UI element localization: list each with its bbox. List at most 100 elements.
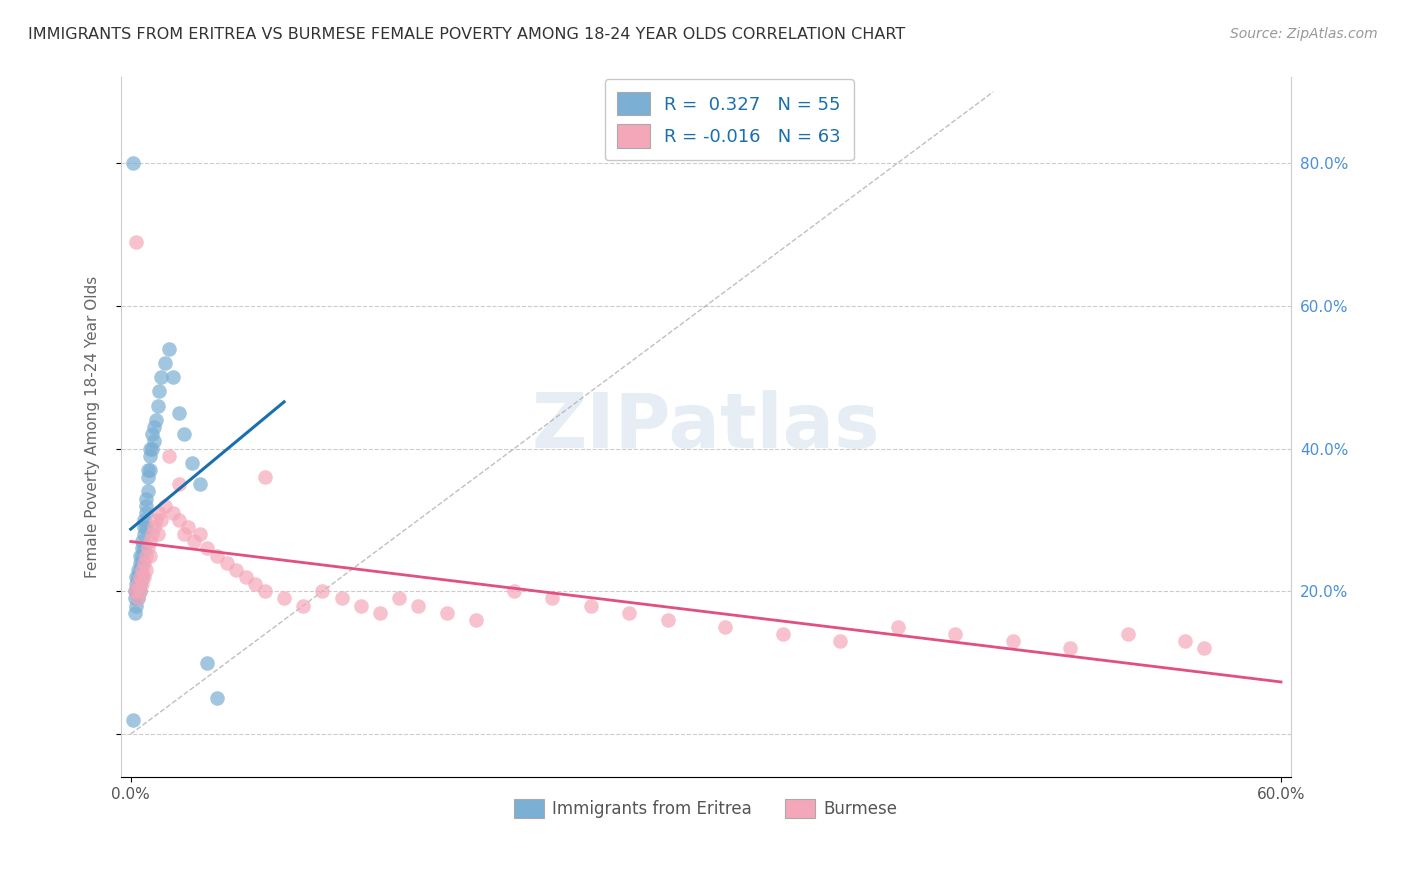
Point <box>124 584 146 599</box>
Point <box>134 556 156 570</box>
Point <box>135 563 157 577</box>
Point <box>125 570 148 584</box>
Point <box>1116 627 1139 641</box>
Point <box>135 549 157 563</box>
Legend: Immigrants from Eritrea, Burmese: Immigrants from Eritrea, Burmese <box>508 792 904 824</box>
Point <box>134 513 156 527</box>
Point <box>136 463 159 477</box>
Point <box>127 591 149 606</box>
Point <box>131 563 153 577</box>
Point <box>167 513 190 527</box>
Point <box>772 627 794 641</box>
Point <box>225 563 247 577</box>
Point <box>181 456 204 470</box>
Point <box>141 427 163 442</box>
Point <box>135 491 157 506</box>
Point <box>197 656 219 670</box>
Point <box>177 520 200 534</box>
Point <box>273 591 295 606</box>
Point <box>388 591 411 606</box>
Point <box>135 506 157 520</box>
Point <box>121 156 143 170</box>
Point <box>245 577 267 591</box>
Point <box>617 606 640 620</box>
Y-axis label: Female Poverty Among 18-24 Year Olds: Female Poverty Among 18-24 Year Olds <box>86 276 100 578</box>
Point <box>541 591 564 606</box>
Point <box>131 577 153 591</box>
Point <box>408 599 430 613</box>
Point <box>330 591 353 606</box>
Point <box>134 570 156 584</box>
Point <box>148 506 170 520</box>
Point <box>139 442 162 456</box>
Point <box>1174 634 1197 648</box>
Point <box>134 520 156 534</box>
Point <box>121 713 143 727</box>
Point <box>155 499 177 513</box>
Point <box>148 384 170 399</box>
Point <box>125 599 148 613</box>
Point <box>129 549 152 563</box>
Point <box>124 584 146 599</box>
Text: IMMIGRANTS FROM ERITREA VS BURMESE FEMALE POVERTY AMONG 18-24 YEAR OLDS CORRELAT: IMMIGRANTS FROM ERITREA VS BURMESE FEMAL… <box>28 27 905 42</box>
Point <box>139 534 162 549</box>
Point <box>464 613 486 627</box>
Point <box>150 370 173 384</box>
Point <box>350 599 373 613</box>
Point <box>136 484 159 499</box>
Point <box>124 606 146 620</box>
Point <box>135 499 157 513</box>
Point <box>503 584 526 599</box>
Point <box>173 427 195 442</box>
Point <box>311 584 333 599</box>
Point <box>131 556 153 570</box>
Point <box>162 370 184 384</box>
Point <box>129 570 152 584</box>
Point <box>129 584 152 599</box>
Point <box>125 235 148 249</box>
Point <box>215 556 238 570</box>
Point <box>125 577 148 591</box>
Point <box>134 527 156 541</box>
Point <box>943 627 966 641</box>
Point <box>436 606 458 620</box>
Point <box>197 541 219 556</box>
Point <box>135 520 157 534</box>
Point <box>253 584 276 599</box>
Point <box>139 463 162 477</box>
Point <box>579 599 602 613</box>
Point <box>253 470 276 484</box>
Point <box>1194 641 1216 656</box>
Point <box>139 549 162 563</box>
Point <box>131 541 153 556</box>
Point <box>188 527 211 541</box>
Point <box>129 584 152 599</box>
Point <box>167 477 190 491</box>
Point <box>127 563 149 577</box>
Point <box>714 620 737 634</box>
Text: Source: ZipAtlas.com: Source: ZipAtlas.com <box>1230 27 1378 41</box>
Point <box>129 570 152 584</box>
Point <box>162 506 184 520</box>
Point <box>368 606 391 620</box>
Point <box>235 570 257 584</box>
Point <box>828 634 851 648</box>
Point <box>183 534 205 549</box>
Point <box>292 599 315 613</box>
Point <box>125 584 148 599</box>
Point <box>141 527 163 541</box>
Point <box>129 577 152 591</box>
Point <box>205 691 228 706</box>
Point <box>145 513 167 527</box>
Point <box>145 413 167 427</box>
Point <box>173 527 195 541</box>
Point <box>146 399 169 413</box>
Point <box>134 541 156 556</box>
Point <box>127 577 149 591</box>
Point <box>150 513 173 527</box>
Point <box>127 570 149 584</box>
Point <box>129 563 152 577</box>
Point <box>155 356 177 370</box>
Point <box>127 591 149 606</box>
Point <box>886 620 908 634</box>
